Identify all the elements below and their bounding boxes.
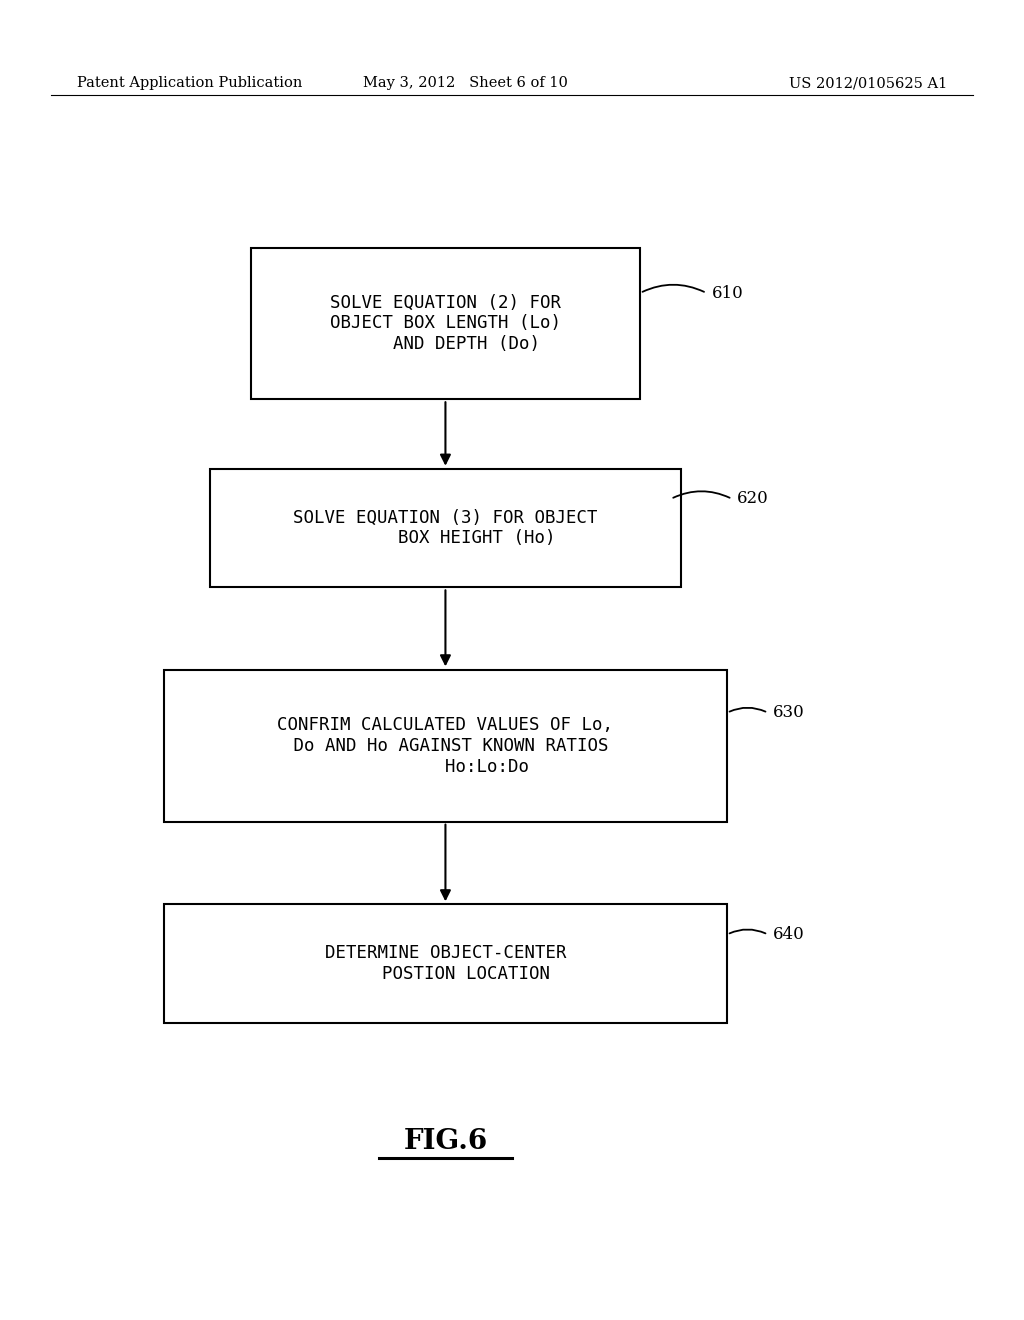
- Text: CONFRIM CALCULATED VALUES OF Lo,
 Do AND Ho AGAINST KNOWN RATIOS
        Ho:Lo:D: CONFRIM CALCULATED VALUES OF Lo, Do AND …: [278, 715, 613, 776]
- Text: 620: 620: [737, 491, 769, 507]
- Text: May 3, 2012   Sheet 6 of 10: May 3, 2012 Sheet 6 of 10: [364, 77, 568, 90]
- Text: 640: 640: [773, 927, 805, 942]
- Text: Patent Application Publication: Patent Application Publication: [77, 77, 302, 90]
- Text: FIG.6: FIG.6: [403, 1129, 487, 1155]
- FancyBboxPatch shape: [210, 469, 681, 587]
- Text: SOLVE EQUATION (2) FOR
OBJECT BOX LENGTH (Lo)
    AND DEPTH (Do): SOLVE EQUATION (2) FOR OBJECT BOX LENGTH…: [330, 293, 561, 354]
- FancyBboxPatch shape: [251, 248, 640, 399]
- FancyBboxPatch shape: [164, 904, 727, 1023]
- FancyBboxPatch shape: [164, 671, 727, 821]
- Text: DETERMINE OBJECT-CENTER
    POSTION LOCATION: DETERMINE OBJECT-CENTER POSTION LOCATION: [325, 944, 566, 983]
- Text: 630: 630: [773, 705, 805, 721]
- Text: SOLVE EQUATION (3) FOR OBJECT
      BOX HEIGHT (Ho): SOLVE EQUATION (3) FOR OBJECT BOX HEIGHT…: [293, 508, 598, 548]
- Text: 610: 610: [712, 285, 743, 301]
- Text: US 2012/0105625 A1: US 2012/0105625 A1: [788, 77, 947, 90]
